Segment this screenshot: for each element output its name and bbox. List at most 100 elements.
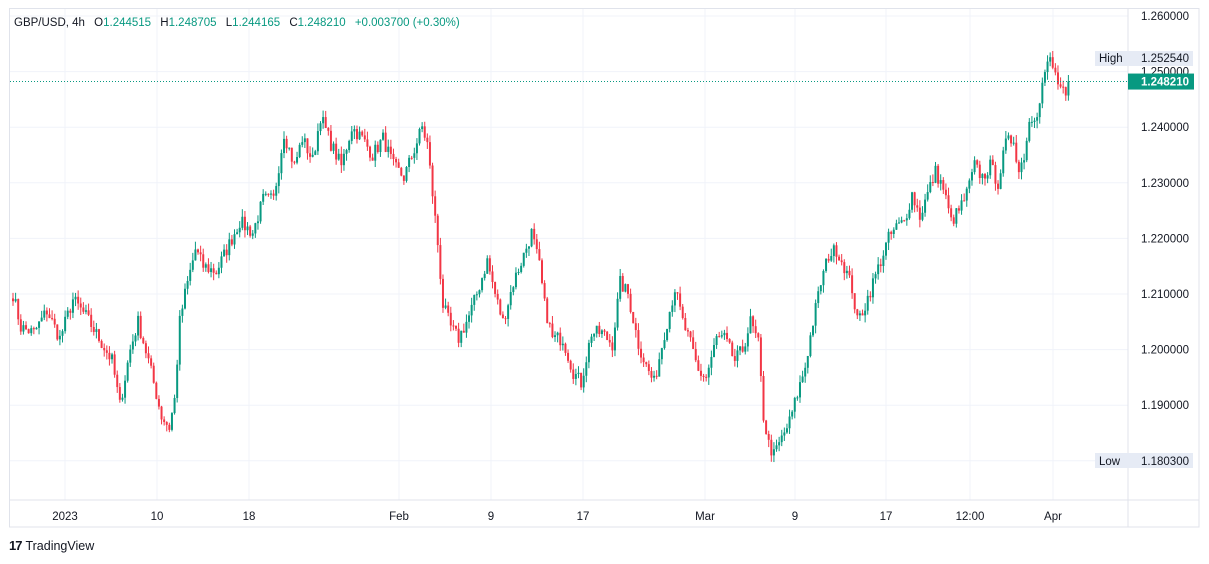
candle-body (621, 276, 624, 292)
candle-body (715, 336, 718, 346)
candle-body (637, 330, 640, 349)
candle-body (491, 271, 494, 282)
candle-body (246, 226, 249, 231)
candle-body (559, 332, 562, 346)
candle-body (64, 316, 67, 332)
candle-body (801, 376, 804, 383)
candle-body (767, 434, 770, 440)
candle-body (629, 293, 632, 312)
candle-body (329, 130, 332, 151)
candle-body (1036, 117, 1039, 121)
symbol-interval[interactable]: GBP/USD, 4h (14, 17, 85, 29)
candle-body (395, 158, 398, 163)
candle-body (256, 221, 259, 224)
candle-body (798, 382, 801, 398)
candle-body (150, 358, 153, 366)
candle-body (699, 370, 702, 376)
tradingview-logo-icon: 17 (9, 538, 23, 553)
candle-body (595, 325, 598, 334)
candle-body (12, 298, 14, 302)
candle-body (189, 269, 192, 281)
candle-body (624, 284, 627, 292)
candle-body (223, 249, 226, 257)
candle-body (830, 256, 833, 261)
candle-body (84, 310, 87, 312)
candle-body (819, 285, 822, 292)
candle-body (1020, 162, 1023, 173)
time-tick-label: Feb (389, 511, 409, 523)
candle-body (556, 332, 559, 336)
candle-body (92, 326, 95, 332)
candle-body (199, 252, 202, 255)
candle-body (650, 371, 653, 378)
candle-body (337, 153, 340, 160)
candle-body (355, 129, 358, 140)
candle-body (97, 329, 100, 341)
candle-body (1010, 135, 1013, 144)
candle-body (1038, 103, 1041, 118)
candle-body (275, 186, 278, 196)
candle-body (428, 142, 431, 166)
candle-body (303, 138, 306, 143)
candle-body (600, 330, 603, 335)
candle-body (890, 231, 893, 235)
candle-body (481, 278, 484, 291)
candle-body (197, 249, 200, 253)
candle-body (963, 200, 966, 202)
candle-body (90, 314, 93, 327)
candle-body (486, 258, 489, 274)
candle-body (14, 299, 17, 302)
candle-body (483, 273, 486, 279)
candle-body (903, 220, 906, 222)
candle-body (697, 360, 700, 371)
high-value: 1.248705 (168, 17, 217, 29)
candle-body (1043, 72, 1046, 83)
candle-body (280, 153, 283, 174)
candle-body (147, 353, 150, 359)
candle-body (38, 321, 41, 328)
candle-body (340, 153, 343, 166)
candle-body (58, 335, 61, 340)
candle-body (202, 254, 205, 268)
candle-body (43, 310, 46, 318)
tradingview-logo[interactable]: 17 TradingView (9, 538, 94, 553)
candle-body (379, 139, 382, 152)
open-label: O (94, 17, 104, 29)
candle-body (546, 298, 549, 324)
low-label: L (225, 17, 233, 29)
candle-body (40, 317, 43, 322)
candle-body (17, 299, 20, 320)
candle-body (155, 382, 158, 399)
candle-body (671, 305, 674, 312)
candle-body (160, 406, 163, 420)
candle-body (994, 165, 997, 184)
candle-body (210, 268, 213, 273)
low-badge: Low 1.180300 (1095, 453, 1193, 468)
candlestick-series (12, 50, 1070, 463)
candle-body (1041, 82, 1044, 104)
candle-body (204, 264, 207, 268)
candle-body (728, 339, 731, 343)
candle-body (402, 175, 405, 181)
candle-body (705, 376, 708, 378)
candle-body (965, 188, 968, 201)
candle-body (342, 153, 345, 166)
candle-body (908, 209, 911, 219)
candle-body (757, 333, 760, 338)
candle-body (736, 350, 739, 361)
candle-body (501, 314, 504, 319)
candle-body (61, 331, 64, 336)
candle-body (494, 281, 497, 294)
candle-body (676, 292, 679, 294)
candle-body (100, 340, 103, 348)
open-value: 1.244515 (103, 17, 152, 29)
candle-body (444, 305, 447, 308)
candle-body (921, 212, 924, 220)
time-tick-label: 18 (243, 511, 256, 523)
candle-body (752, 316, 755, 327)
candle-body (884, 242, 887, 256)
candle-body (421, 126, 424, 130)
candle-body (999, 173, 1002, 189)
candle-body (384, 132, 387, 152)
